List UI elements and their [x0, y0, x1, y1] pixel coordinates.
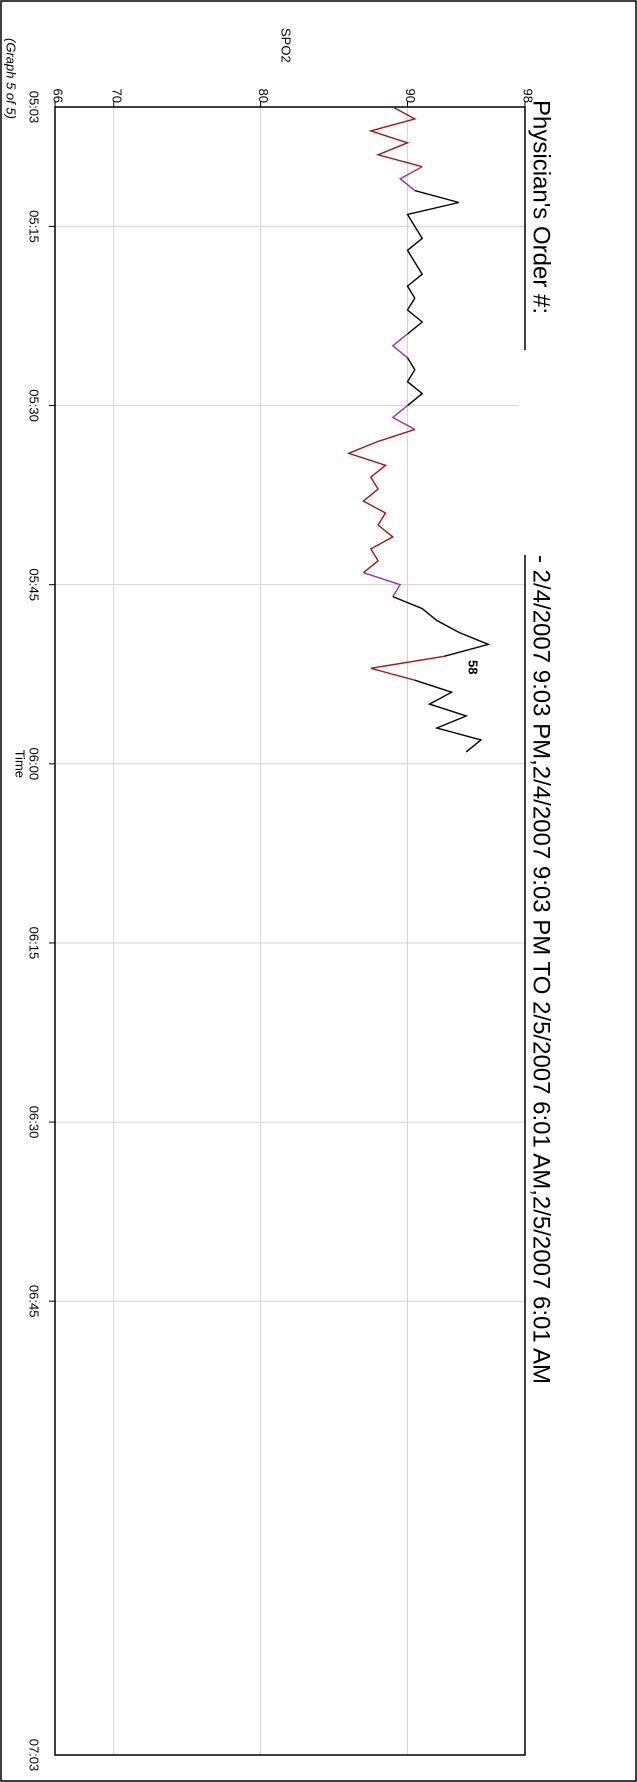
chart-subtitle: - 2/4/2007 9:03 PM,2/4/2007 9:03 PM TO 2…	[528, 555, 555, 1384]
chart-title: Physician's Order #:	[528, 100, 555, 314]
plot-frame	[54, 106, 526, 1756]
y-tick-label: 80	[256, 89, 271, 103]
x-axis-label: Time	[13, 750, 28, 778]
rotated-chart: 66 70 80 90 98 05:15 05:30 05:45 06:00 06:15 06:30…	[4, 28, 555, 1771]
x-tick-label: 06:00	[27, 748, 42, 781]
x-tick-label: 05:30	[27, 389, 42, 422]
x-tick-label: 06:15	[27, 927, 42, 960]
spo2-line	[370, 655, 445, 681]
x-tick-label: 06:45	[27, 1285, 42, 1318]
y-axis-label: SPO2	[279, 28, 294, 63]
spo2-line	[346, 428, 416, 574]
spo2-line	[368, 106, 423, 168]
x-tick-label: 05:45	[27, 568, 42, 601]
redaction	[519, 350, 549, 555]
x-tick-label: 05:15	[27, 210, 42, 243]
x-range-label: 07:03	[27, 1739, 42, 1772]
x-tick-label: 06:30	[27, 1106, 42, 1139]
spo2-line	[398, 166, 423, 192]
y-tick-label: 70	[109, 89, 124, 103]
y-tick-label: 90	[403, 89, 418, 103]
spo2-line	[406, 189, 460, 335]
graph-note: (Graph 5 of 5)	[4, 38, 19, 119]
y-tick-label: 66	[51, 89, 66, 103]
spo2-line	[391, 405, 416, 431]
annotation: 58	[466, 660, 481, 674]
spo2-line	[392, 595, 491, 657]
spo2-line	[391, 333, 408, 359]
spo2-line	[406, 357, 424, 407]
x-range-label: 05:03	[27, 91, 42, 124]
spo2-line	[363, 572, 402, 597]
y-tick-label: 98	[521, 89, 536, 103]
spo2-line	[414, 679, 483, 753]
